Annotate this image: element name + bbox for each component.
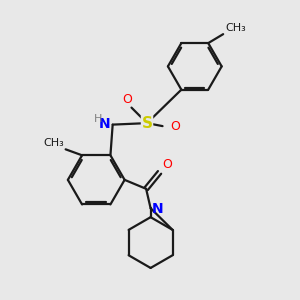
Text: CH₃: CH₃ [43,138,64,148]
Text: H: H [94,114,102,124]
Text: O: O [122,93,132,106]
Text: N: N [152,202,164,216]
Text: O: O [163,158,172,171]
Text: N: N [99,117,110,131]
Text: S: S [142,116,152,130]
Text: CH₃: CH₃ [225,23,246,33]
Text: O: O [170,120,180,133]
